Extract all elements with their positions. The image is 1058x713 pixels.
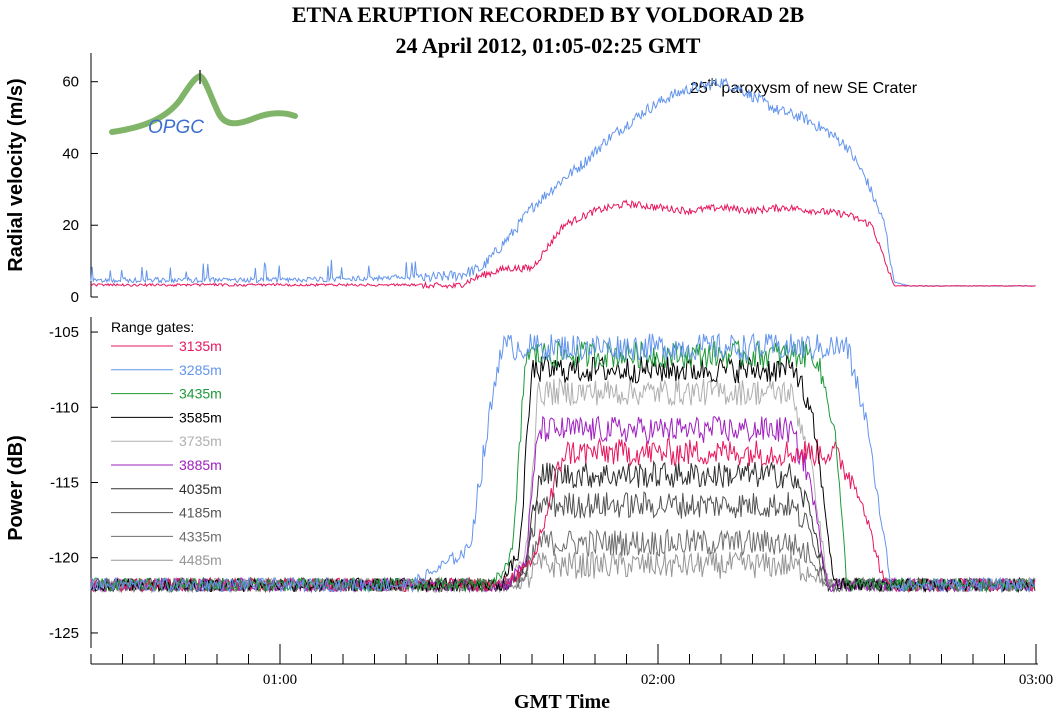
power-series-line-4035m bbox=[90, 459, 1036, 594]
power-axis-label: Power (dB) bbox=[5, 435, 27, 541]
legend-label-4335m: 4335m bbox=[179, 528, 222, 544]
logo-text: OPGC bbox=[148, 117, 204, 138]
velocity-series-line-2 bbox=[90, 199, 1036, 290]
x-axis-label: GMT Time bbox=[514, 691, 610, 713]
x-tick-label: 01:00 bbox=[263, 672, 297, 688]
velocity-series-line-1 bbox=[90, 77, 1036, 287]
power-series-line-3135m bbox=[90, 437, 1036, 594]
legend-label-3135m: 3135m bbox=[179, 338, 222, 354]
power-tick-label: -105 bbox=[49, 324, 79, 341]
power-tick-label: -120 bbox=[49, 550, 79, 567]
x-tick-label: 03:00 bbox=[1019, 672, 1053, 688]
legend-label-3735m: 3735m bbox=[179, 433, 222, 449]
velocity-y-axis: 0 20 40 60 bbox=[62, 53, 98, 306]
power-series-line-4185m bbox=[90, 491, 1036, 594]
legend-label-3435m: 3435m bbox=[179, 386, 222, 402]
legend-label-4485m: 4485m bbox=[179, 552, 222, 568]
opgc-logo: OPGC bbox=[109, 70, 298, 138]
range-gates-legend: Range gates: 3135m 3285m 3435m 3585m 3735m 38… bbox=[111, 319, 222, 568]
power-series-line-3435m bbox=[90, 339, 1036, 594]
power-tick-label: -115 bbox=[50, 475, 79, 492]
chart-title: ETNA ERUPTION RECORDED BY VOLDORAD 2B bbox=[292, 2, 805, 27]
power-y-axis: -125 -120 -115 -110 -105 bbox=[49, 317, 98, 648]
logo-mountain-icon bbox=[109, 72, 298, 135]
chart-subtitle: 24 April 2012, 01:05-02:25 GMT bbox=[396, 33, 701, 58]
velocity-axis-label: Radial velocity (m/s) bbox=[5, 78, 27, 271]
velocity-tick-label: 0 bbox=[71, 289, 79, 306]
power-tick-label: -110 bbox=[50, 399, 79, 416]
velocity-tick-label: 60 bbox=[62, 74, 79, 91]
velocity-tick-label: 40 bbox=[62, 145, 79, 162]
velocity-series-group bbox=[90, 77, 1036, 290]
legend-label-4185m: 4185m bbox=[179, 505, 222, 521]
power-series-line-3285m bbox=[90, 332, 1036, 594]
legend-label-3885m: 3885m bbox=[179, 457, 222, 473]
time-x-axis: 01:00 02:00 03:00 bbox=[90, 644, 1053, 688]
power-series-group bbox=[90, 332, 1036, 594]
x-tick-label: 02:00 bbox=[641, 672, 675, 688]
legend-label-3285m: 3285m bbox=[179, 362, 222, 378]
power-tick-label: -125 bbox=[49, 625, 79, 642]
legend-title: Range gates: bbox=[111, 319, 194, 335]
legend-label-4035m: 4035m bbox=[179, 481, 222, 497]
velocity-tick-label: 20 bbox=[62, 217, 79, 234]
legend-label-3585m: 3585m bbox=[179, 409, 222, 425]
